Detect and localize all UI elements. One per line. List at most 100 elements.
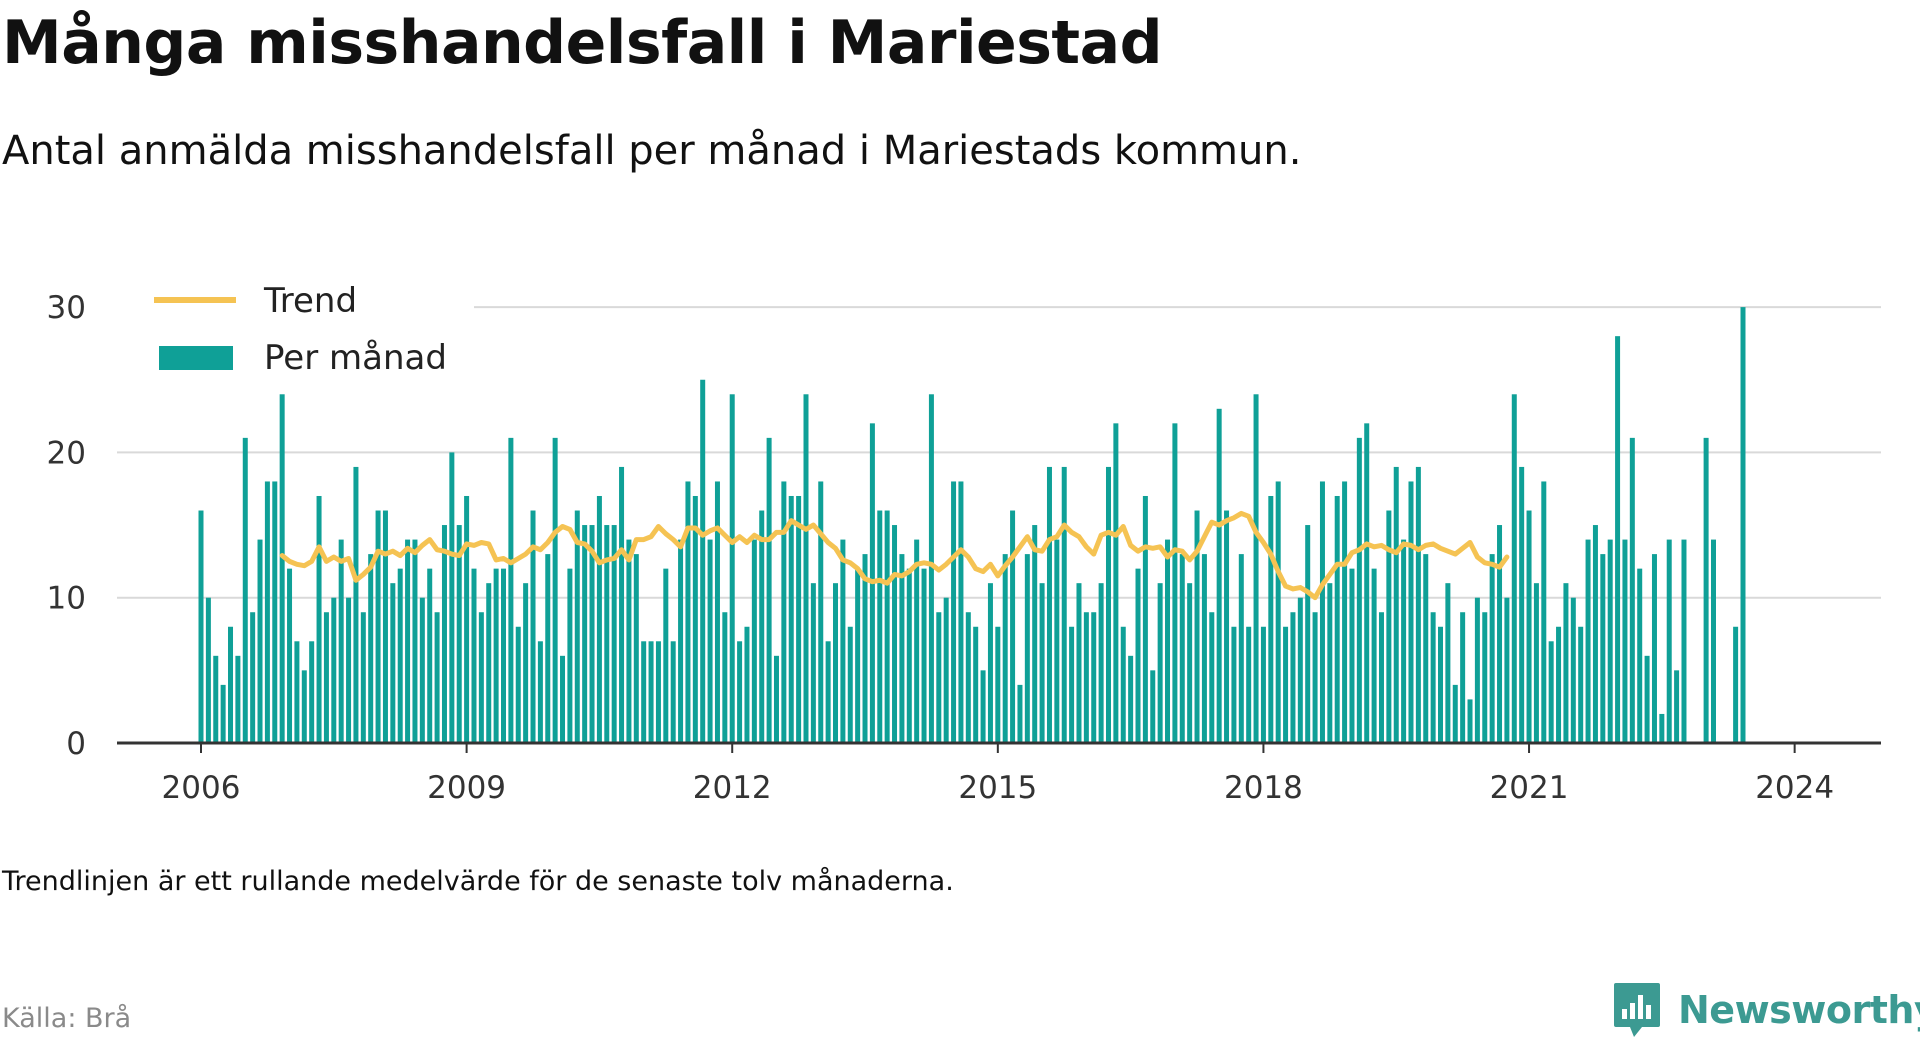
page-title: Många misshandelsfall i Mariestad: [2, 8, 1163, 78]
bar: [596, 495, 602, 743]
bar: [1283, 626, 1289, 743]
bar: [855, 568, 861, 743]
bar: [759, 510, 765, 743]
x-tick-label: 2006: [162, 770, 241, 806]
bar: [1541, 481, 1547, 743]
bar: [936, 612, 942, 743]
bar: [1091, 612, 1097, 743]
bar: [1592, 525, 1598, 743]
bar: [1342, 481, 1348, 743]
bar: [464, 495, 470, 743]
bar: [323, 612, 329, 743]
bar: [1644, 655, 1650, 743]
bar: [1533, 583, 1539, 743]
y-tick-label: 30: [47, 290, 86, 326]
bar: [825, 641, 831, 743]
bar: [1467, 699, 1473, 743]
bar: [958, 481, 964, 743]
bar: [523, 583, 529, 743]
x-tick-label: 2012: [693, 770, 772, 806]
bar: [906, 568, 912, 743]
bar: [626, 539, 632, 743]
bar: [707, 539, 713, 743]
legend-trend-label: Trend: [263, 281, 357, 321]
bar: [213, 655, 219, 743]
bar: [1098, 583, 1104, 743]
bar: [1622, 539, 1628, 743]
bar: [530, 510, 536, 743]
bar: [1083, 612, 1089, 743]
bar: [449, 452, 455, 743]
bar: [619, 466, 625, 743]
bar: [1666, 539, 1672, 743]
bar: [560, 655, 566, 743]
bar: [375, 510, 381, 743]
bar: [744, 626, 750, 743]
bar: [1069, 626, 1075, 743]
bar: [1209, 612, 1215, 743]
bar: [833, 583, 839, 743]
trend-series: [279, 510, 1510, 601]
bar: [722, 612, 728, 743]
bar: [456, 525, 462, 743]
bar: [678, 539, 684, 743]
chart-note: Trendlinjen är ett rullande medelvärde f…: [2, 866, 954, 897]
bar: [670, 641, 676, 743]
bar: [301, 670, 307, 743]
bar: [1445, 583, 1451, 743]
bar: [1511, 394, 1517, 743]
bar: [382, 510, 388, 743]
bar: [1054, 539, 1060, 743]
bar: [611, 525, 617, 743]
bar: [1024, 554, 1030, 743]
bar: [1578, 626, 1584, 743]
x-tick-label: 2009: [427, 770, 506, 806]
bar: [434, 612, 440, 743]
bar: [1194, 510, 1200, 743]
bar: [1615, 336, 1621, 743]
bar: [641, 641, 647, 743]
bar: [1142, 495, 1148, 743]
bar: [796, 495, 802, 743]
brand-name: Newsworthy: [1678, 988, 1920, 1032]
bar: [1105, 466, 1111, 743]
bar: [1327, 583, 1333, 743]
bar: [773, 655, 779, 743]
bar: [987, 583, 993, 743]
bar: [1710, 539, 1716, 743]
bar: [766, 437, 772, 743]
bar: [1703, 437, 1709, 743]
bar: [943, 597, 949, 743]
bar: [198, 510, 204, 743]
bar: [1201, 554, 1207, 743]
bar: [1430, 612, 1436, 743]
bar: [1401, 539, 1407, 743]
bar: [1563, 583, 1569, 743]
bar: [338, 539, 344, 743]
x-tick-label: 2015: [958, 770, 1037, 806]
bar: [1526, 510, 1532, 743]
bar: [1076, 583, 1082, 743]
bar: [515, 626, 521, 743]
bar: [257, 539, 263, 743]
bar: [1297, 597, 1303, 743]
chart: 0 10 20 30 2006 2009 2012 2015 2018 2021 2024 Tren…: [47, 281, 1881, 806]
bar: [1128, 655, 1134, 743]
bar: [545, 554, 551, 743]
bar: [486, 583, 492, 743]
bar: [478, 612, 484, 743]
page-subtitle: Antal anmälda misshandelsfall per månad …: [2, 128, 1302, 174]
brand-logo: Newsworthy: [1612, 980, 1920, 1040]
bar: [921, 568, 927, 743]
bar: [1482, 612, 1488, 743]
bar: [1061, 466, 1067, 743]
bar: [537, 641, 543, 743]
bar: [405, 539, 411, 743]
bar: [427, 568, 433, 743]
bar: [1415, 466, 1421, 743]
bar: [737, 641, 743, 743]
bar: [1179, 554, 1185, 743]
y-tick-label: 20: [47, 435, 86, 471]
bar: [228, 626, 234, 743]
bar: [1231, 626, 1237, 743]
